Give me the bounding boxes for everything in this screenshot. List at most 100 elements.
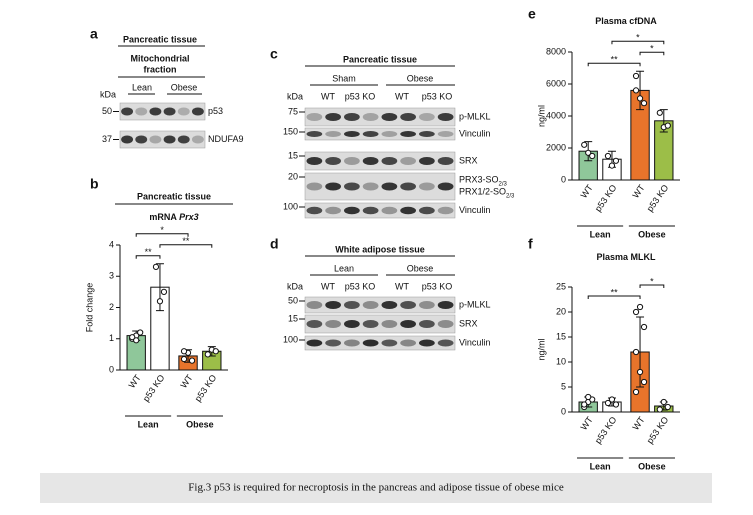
marker: 150 [283,126,298,136]
data-point [604,152,612,160]
lane-label: p53 KO [345,91,376,101]
y-tick-label: 5 [561,381,566,391]
blot-band [325,131,341,137]
group-label: Sham [332,73,356,83]
band-label: p-MLKL [459,111,491,121]
blot-band [344,131,360,137]
significance-bracket [587,295,641,299]
data-point [589,152,596,160]
blot [304,127,456,141]
y-tick-label: 25 [556,281,566,291]
significance-label: ** [611,55,619,65]
blot-band [400,301,416,309]
blot-band [362,113,379,121]
tissue-title: White adipose tissue [335,244,425,254]
x-tick-label: p53 KO [645,183,671,214]
marker: 37 [102,134,112,144]
blot-band [381,320,398,328]
lane-label: p53 KO [345,281,376,291]
significance-bracket [611,40,665,45]
y-tick-label: 0 [561,406,566,416]
blot-band [191,135,204,144]
blot-band [437,157,454,165]
blot-band [381,113,398,121]
blot-band [362,131,379,137]
group-label: Lean [132,82,152,92]
blot-band [135,135,148,144]
blot-band [344,206,360,215]
blot-band [381,301,398,309]
band-label: Vinculin [459,337,490,347]
panel-letter: b [90,176,99,192]
blot [304,314,456,334]
x-tick-label: WT [630,414,647,432]
data-point [585,393,592,401]
data-point [129,334,136,341]
blot-band [306,157,323,165]
y-tick-label: 2000 [546,142,566,152]
y-tick-label: 8000 [546,46,566,56]
blot-band [306,182,323,191]
blot-band [344,113,360,121]
significance-label: * [160,225,164,235]
band-text: PRX1/2-SO [459,187,506,197]
marker: 75 [288,106,298,116]
chart-title: mRNA Prx3 [149,212,198,222]
blot-band [381,131,398,137]
title-text: mRNA [149,212,179,222]
blot-band [400,157,416,165]
blot-band [419,157,435,165]
blot-band [362,320,379,328]
blot-band [163,135,176,144]
band-label: SRX [459,155,478,165]
data-point [664,122,671,129]
data-point [636,368,644,376]
group-label: Lean [334,263,354,273]
blot-band [177,107,190,116]
x-tick-label: p53 KO [193,373,219,404]
significance-label: * [650,276,654,286]
panel-letter: c [270,46,278,62]
lane-label: p53 KO [422,91,453,101]
blot-band [437,320,454,328]
y-tick-label: 4 [109,239,114,249]
blot-band [306,339,323,347]
chart-title: Plasma cfDNA [595,16,657,26]
data-point [212,348,219,355]
blot-band [419,206,435,215]
blot-band [437,182,454,191]
x-tick-label: p53 KO [141,373,167,404]
blot-band [437,131,454,137]
significance-label: ** [145,247,153,257]
blot-band [306,131,323,137]
data-point [160,288,168,295]
data-point [133,337,140,344]
blot-band [381,206,398,215]
group-label: Obese [638,229,666,239]
blot-band [325,113,341,121]
blot-band [381,182,398,191]
blot-band [121,107,134,116]
blot-band [135,107,148,116]
data-point [640,378,648,386]
blot-band [344,182,360,191]
blot-band [149,107,162,116]
tissue-title: Pancreatic tissue [123,34,197,44]
group-label: Obese [186,419,214,429]
blot-band [191,107,204,116]
blot [304,107,456,127]
band-label: Vinculin [459,128,490,138]
data-point [660,398,667,406]
blot-band [362,182,379,191]
unit: kDa [287,91,303,101]
blot-band [400,113,416,121]
y-tick-label: 3 [109,271,114,281]
y-tick-label: 4000 [546,110,566,120]
band-label: PRX1/2-SO2/3 [459,187,515,199]
y-axis-label: ng/ml [536,105,546,127]
data-point [180,348,188,355]
band-text: PRX3-SO [459,175,499,185]
blot-band [419,320,435,328]
x-tick-label: WT [579,414,596,432]
data-point [632,72,640,80]
